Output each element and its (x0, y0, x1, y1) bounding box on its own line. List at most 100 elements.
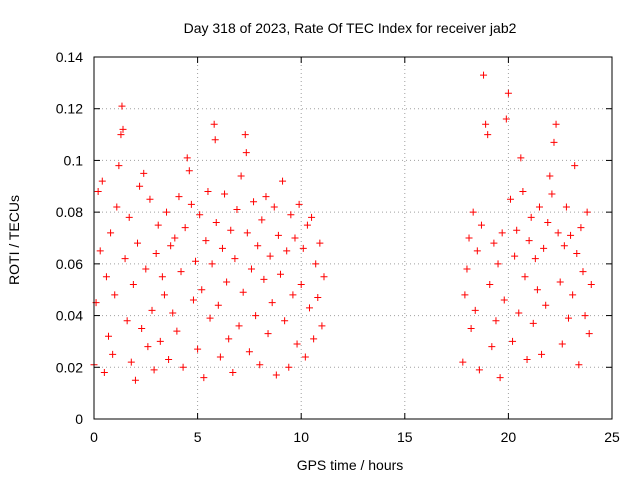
data-point (127, 358, 135, 366)
data-point (233, 206, 241, 214)
data-point (107, 229, 115, 237)
data-point (187, 200, 195, 208)
data-point (463, 265, 471, 273)
data-point (310, 335, 318, 343)
data-point (156, 337, 164, 345)
data-point (459, 358, 467, 366)
data-point (258, 216, 266, 224)
data-point (167, 242, 175, 250)
data-point (538, 350, 546, 358)
data-point (231, 255, 239, 263)
data-point (241, 131, 249, 139)
data-point (513, 226, 521, 234)
plot-frame (93, 56, 613, 420)
y-tick-label: 0 (75, 411, 83, 427)
data-point (140, 169, 148, 177)
data-point (560, 242, 568, 250)
data-point (146, 195, 154, 203)
data-point (202, 237, 210, 245)
data-point (254, 242, 262, 250)
data-point (571, 162, 579, 170)
data-point (239, 288, 247, 296)
y-tick-label: 0.06 (56, 256, 83, 272)
data-point (564, 314, 572, 322)
data-point (131, 376, 139, 384)
data-point (125, 213, 133, 221)
data-point (243, 229, 251, 237)
data-point (515, 309, 523, 317)
data-point (465, 234, 473, 242)
data-point (521, 273, 529, 281)
data-point (544, 218, 552, 226)
data-point (496, 374, 504, 382)
data-point (274, 231, 282, 239)
data-point (276, 270, 284, 278)
x-axis-label: GPS time / hours (297, 457, 404, 473)
data-point (214, 301, 222, 309)
data-point (138, 325, 146, 332)
data-point (204, 187, 212, 195)
data-point (289, 291, 297, 299)
data-point (119, 125, 127, 133)
data-point (129, 281, 137, 289)
data-point (308, 213, 316, 221)
data-point (194, 345, 202, 353)
data-point (109, 350, 117, 358)
data-point (206, 314, 214, 322)
x-tick-label: 10 (293, 429, 309, 445)
data-point (169, 309, 177, 317)
data-point (548, 190, 556, 198)
y-tick-label: 0.14 (56, 49, 83, 65)
data-point (111, 291, 119, 299)
data-point (98, 177, 106, 185)
data-point (189, 296, 197, 304)
data-point (542, 301, 550, 309)
data-point (179, 363, 187, 371)
data-point (577, 224, 585, 232)
data-point (554, 229, 562, 237)
data-point (208, 260, 216, 268)
y-tick-label: 0.1 (64, 152, 84, 168)
data-point (567, 231, 575, 239)
data-point (198, 286, 206, 294)
data-point (185, 167, 193, 175)
data-point (318, 322, 326, 330)
data-point (211, 136, 219, 144)
data-point (540, 244, 548, 252)
data-point (227, 226, 235, 234)
data-point (299, 244, 307, 252)
data-point (488, 343, 496, 351)
data-point (529, 319, 537, 327)
data-point (102, 273, 110, 281)
data-point (471, 306, 479, 314)
data-point (297, 281, 305, 289)
data-point (173, 327, 181, 335)
data-point (312, 260, 320, 268)
data-point (158, 273, 166, 281)
data-point (287, 211, 295, 219)
data-point (293, 340, 301, 348)
data-point (218, 244, 226, 252)
data-point (256, 361, 264, 369)
data-point (237, 172, 245, 180)
data-point (320, 273, 328, 281)
data-point (134, 239, 142, 247)
data-point (252, 312, 260, 320)
chart-title: Day 318 of 2023, Rate Of TEC Index for r… (184, 20, 517, 36)
data-point (556, 278, 564, 286)
data-point (486, 281, 494, 289)
data-point (469, 208, 477, 216)
data-point (152, 250, 160, 258)
data-point (266, 252, 274, 260)
data-point (115, 162, 123, 170)
data-point (531, 255, 539, 263)
data-point (136, 182, 144, 190)
data-point (144, 343, 152, 351)
data-point (117, 131, 125, 139)
x-tick-label: 0 (90, 429, 98, 445)
data-point (498, 229, 506, 237)
data-point (527, 213, 535, 221)
data-point (242, 149, 250, 157)
data-points (90, 71, 595, 384)
data-point (523, 356, 531, 364)
